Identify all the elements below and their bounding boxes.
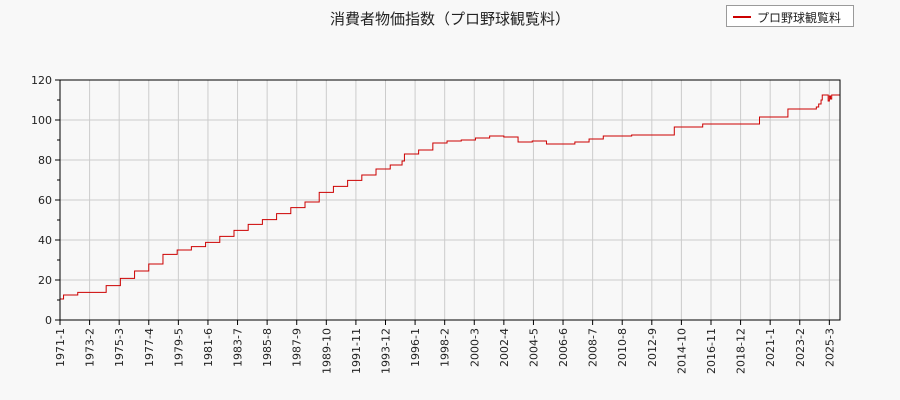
x-tick-label: 1981-6 [202, 328, 215, 367]
x-tick-label: 2012-9 [646, 328, 659, 367]
x-tick-label: 2004-5 [527, 328, 540, 367]
x-tick-label: 1993-12 [379, 328, 392, 374]
x-tick-label: 1973-2 [84, 328, 97, 367]
x-tick-label: 2016-11 [705, 328, 718, 374]
chart-title: 消費者物価指数（プロ野球観覧料） [329, 10, 570, 28]
x-tick-label: 2018-12 [735, 328, 748, 374]
grid-lines [59, 79, 840, 321]
legend-swatch [733, 16, 751, 18]
x-tick-label: 1975-3 [113, 328, 126, 367]
series-line [60, 94, 840, 300]
y-axis-ticks: 0 20 40 60 80 100 120 [31, 74, 60, 327]
legend: プロ野球観覧料 [726, 5, 854, 27]
x-tick-label: 2014-10 [675, 328, 688, 374]
y-tick-label: 40 [38, 234, 52, 247]
x-tick-label: 2025-3 [823, 328, 836, 367]
x-tick-label: 1987-9 [291, 328, 304, 367]
legend-label: プロ野球観覧料 [757, 11, 842, 25]
x-tick-label: 1983-7 [232, 328, 245, 367]
x-tick-label: 1996-1 [409, 328, 422, 367]
x-tick-label: 1971-1 [54, 328, 67, 367]
y-tick-label: 100 [31, 114, 52, 127]
y-tick-label: 20 [38, 274, 52, 287]
y-tick-label: 120 [31, 74, 52, 87]
y-tick-label: 60 [38, 194, 52, 207]
x-tick-label: 1979-5 [172, 328, 185, 367]
x-tick-label: 2023-2 [794, 328, 807, 367]
plot-frame [59, 79, 841, 321]
x-tick-label: 1989-10 [320, 328, 333, 374]
x-tick-label: 1977-4 [143, 328, 156, 367]
x-tick-label: 2021-1 [764, 328, 777, 367]
x-tick-label: 1985-8 [261, 328, 274, 367]
x-tick-label: 1998-2 [439, 328, 452, 367]
x-tick-label: 2010-8 [616, 328, 629, 367]
x-tick-label: 2002-4 [498, 328, 511, 367]
series-layer [60, 94, 840, 300]
x-tick-label: 2006-6 [557, 328, 570, 367]
x-axis-ticks: 1971-1 1973-2 1975-3 1977-4 1979-5 1981-6 1983… [54, 320, 836, 374]
y-tick-label: 0 [45, 314, 52, 327]
y-tick-label: 80 [38, 154, 52, 167]
x-tick-label: 2000-3 [468, 328, 481, 367]
x-tick-label: 2008-7 [587, 328, 600, 367]
x-tick-label: 1991-11 [350, 328, 363, 374]
